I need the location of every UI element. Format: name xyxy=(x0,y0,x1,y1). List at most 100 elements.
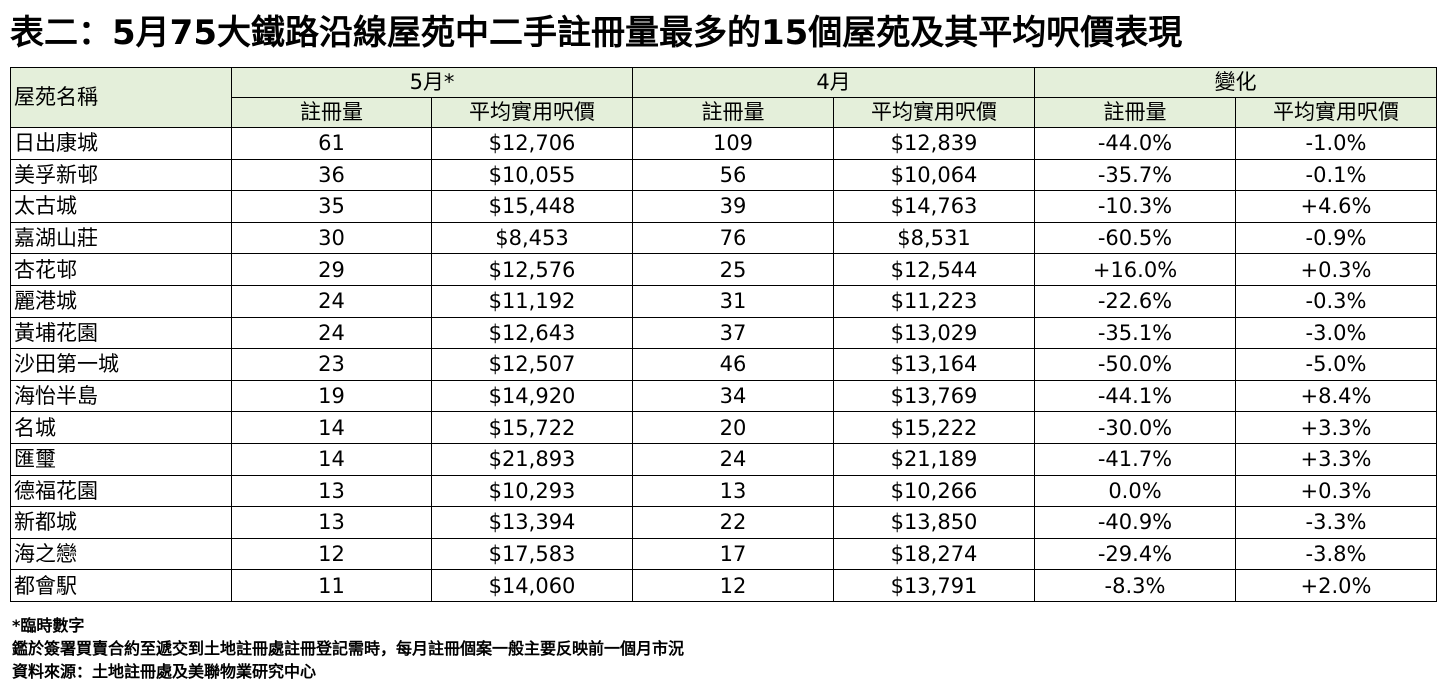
footnote-registration-lag: 鑑於簽署買賣合約至遞交到土地註冊處註冊登記需時，每月註冊個案一般主要反映前一個月… xyxy=(12,639,685,658)
footnote-provisional: *臨時數字 xyxy=(12,616,85,635)
table-row: 都會駅 11 $14,060 12 $13,791 -8.3% +2.0% xyxy=(10,569,1437,602)
may-avg-price-cell: $13,394 xyxy=(431,506,633,539)
may-avg-price-cell: $10,055 xyxy=(431,158,633,192)
april-avg-price-cell: $12,839 xyxy=(833,127,1035,160)
sub-header-may-avg-price: 平均實用呎價 xyxy=(431,97,633,128)
change-avg-price-cell: -5.0% xyxy=(1235,348,1437,381)
may-registrations-cell: 23 xyxy=(231,348,432,381)
change-registrations-cell: -44.0% xyxy=(1034,127,1236,160)
may-avg-price-cell: $12,706 xyxy=(431,127,633,160)
change-registrations-cell: -40.9% xyxy=(1034,506,1236,539)
change-avg-price-cell: -0.3% xyxy=(1235,284,1437,318)
may-avg-price-cell: $12,576 xyxy=(431,253,633,286)
estate-name-cell: 德福花園 xyxy=(10,474,232,508)
page-title: 表二：5月75大鐵路沿線屋苑中二手註冊量最多的15個屋苑及其平均呎價表現 xyxy=(10,13,1183,53)
april-avg-price-cell: $13,164 xyxy=(833,348,1035,381)
change-avg-price-cell: +0.3% xyxy=(1235,474,1437,508)
may-avg-price-cell: $21,893 xyxy=(431,442,633,476)
april-registrations-cell: 13 xyxy=(632,474,834,508)
change-registrations-cell: -60.5% xyxy=(1034,221,1236,255)
change-avg-price-cell: -0.1% xyxy=(1235,158,1437,192)
may-registrations-cell: 24 xyxy=(231,284,432,318)
may-registrations-cell: 24 xyxy=(231,316,432,350)
footnotes: *臨時數字 鑑於簽署買賣合約至遞交到土地註冊處註冊登記需時，每月註冊個案一般主要… xyxy=(12,614,684,683)
change-avg-price-cell: -3.3% xyxy=(1235,506,1437,539)
estate-name-cell: 匯璽 xyxy=(10,442,232,476)
estate-name-cell: 美孚新邨 xyxy=(10,158,232,192)
table-row: 匯璽 14 $21,893 24 $21,189 -41.7% +3.3% xyxy=(10,442,1437,476)
table-row: 麗港城 24 $11,192 31 $11,223 -22.6% -0.3% xyxy=(10,284,1437,318)
table-body: 日出康城 61 $12,706 109 $12,839 -44.0% -1.0% 美孚新邨 36… xyxy=(10,127,1437,602)
april-avg-price-cell: $10,064 xyxy=(833,158,1035,192)
change-registrations-cell: -22.6% xyxy=(1034,284,1236,318)
change-registrations-cell: -35.7% xyxy=(1034,158,1236,192)
table-row: 日出康城 61 $12,706 109 $12,839 -44.0% -1.0% xyxy=(10,127,1437,160)
registration-table: 屋苑名稱 5月* 4月 變化 註冊量 平均實用呎價 註冊量 平均實用呎價 註冊量… xyxy=(10,67,1437,602)
change-avg-price-cell: -1.0% xyxy=(1235,127,1437,160)
header-row-groups: 屋苑名稱 5月* 4月 變化 xyxy=(10,67,1437,128)
estate-name-cell: 嘉湖山莊 xyxy=(10,221,232,255)
table-row: 杏花邨 29 $12,576 25 $12,544 +16.0% +0.3% xyxy=(10,253,1437,286)
april-avg-price-cell: $13,850 xyxy=(833,506,1035,539)
april-registrations-cell: 20 xyxy=(632,411,834,444)
table-row: 美孚新邨 36 $10,055 56 $10,064 -35.7% -0.1% xyxy=(10,158,1437,192)
group-header-april: 4月 xyxy=(632,67,1035,98)
may-registrations-cell: 14 xyxy=(231,442,432,476)
may-registrations-cell: 14 xyxy=(231,411,432,444)
may-registrations-cell: 19 xyxy=(231,379,432,413)
footnote-source: 資料來源：土地註冊處及美聯物業研究中心 xyxy=(12,662,317,681)
may-avg-price-cell: $8,453 xyxy=(431,221,633,255)
change-avg-price-cell: +0.3% xyxy=(1235,253,1437,286)
sub-header-april-avg-price: 平均實用呎價 xyxy=(833,97,1035,128)
may-avg-price-cell: $10,293 xyxy=(431,474,633,508)
change-registrations-cell: +16.0% xyxy=(1034,253,1236,286)
change-registrations-cell: 0.0% xyxy=(1034,474,1236,508)
april-avg-price-cell: $13,791 xyxy=(833,569,1035,602)
may-registrations-cell: 11 xyxy=(231,569,432,602)
may-avg-price-cell: $14,920 xyxy=(431,379,633,413)
may-avg-price-cell: $12,643 xyxy=(431,316,633,350)
estate-name-cell: 黃埔花園 xyxy=(10,316,232,350)
estate-name-cell: 麗港城 xyxy=(10,284,232,318)
may-registrations-cell: 30 xyxy=(231,221,432,255)
sub-header-change-avg-price: 平均實用呎價 xyxy=(1235,97,1437,128)
estate-name-cell: 日出康城 xyxy=(10,127,232,160)
change-avg-price-cell: +8.4% xyxy=(1235,379,1437,413)
table-row: 德福花園 13 $10,293 13 $10,266 0.0% +0.3% xyxy=(10,474,1437,508)
may-registrations-cell: 29 xyxy=(231,253,432,286)
april-avg-price-cell: $21,189 xyxy=(833,442,1035,476)
estate-name-cell: 海怡半島 xyxy=(10,379,232,413)
april-registrations-cell: 37 xyxy=(632,316,834,350)
change-avg-price-cell: +4.6% xyxy=(1235,190,1437,223)
april-registrations-cell: 109 xyxy=(632,127,834,160)
april-registrations-cell: 24 xyxy=(632,442,834,476)
may-registrations-cell: 35 xyxy=(231,190,432,223)
april-registrations-cell: 12 xyxy=(632,569,834,602)
may-registrations-cell: 13 xyxy=(231,474,432,508)
estate-name-cell: 新都城 xyxy=(10,506,232,539)
may-registrations-cell: 36 xyxy=(231,158,432,192)
april-avg-price-cell: $12,544 xyxy=(833,253,1035,286)
estate-name-cell: 都會駅 xyxy=(10,569,232,602)
may-avg-price-cell: $15,722 xyxy=(431,411,633,444)
table-row: 海之戀 12 $17,583 17 $18,274 -29.4% -3.8% xyxy=(10,537,1437,571)
table-row: 海怡半島 19 $14,920 34 $13,769 -44.1% +8.4% xyxy=(10,379,1437,413)
april-registrations-cell: 25 xyxy=(632,253,834,286)
change-avg-price-cell: -3.8% xyxy=(1235,537,1437,571)
april-registrations-cell: 46 xyxy=(632,348,834,381)
header-row-subs: 註冊量 平均實用呎價 註冊量 平均實用呎價 註冊量 平均實用呎價 xyxy=(11,97,1437,128)
april-avg-price-cell: $18,274 xyxy=(833,537,1035,571)
table-row: 沙田第一城 23 $12,507 46 $13,164 -50.0% -5.0% xyxy=(10,348,1437,381)
group-header-change: 變化 xyxy=(1034,67,1437,98)
group-header-may: 5月* xyxy=(231,67,633,98)
april-avg-price-cell: $13,029 xyxy=(833,316,1035,350)
change-registrations-cell: -44.1% xyxy=(1034,379,1236,413)
sub-header-april-registrations: 註冊量 xyxy=(632,97,834,128)
estate-name-cell: 名城 xyxy=(10,411,232,444)
april-avg-price-cell: $13,769 xyxy=(833,379,1035,413)
may-avg-price-cell: $17,583 xyxy=(431,537,633,571)
change-avg-price-cell: -0.9% xyxy=(1235,221,1437,255)
may-avg-price-cell: $14,060 xyxy=(431,569,633,602)
table-row: 嘉湖山莊 30 $8,453 76 $8,531 -60.5% -0.9% xyxy=(10,221,1437,255)
change-registrations-cell: -30.0% xyxy=(1034,411,1236,444)
